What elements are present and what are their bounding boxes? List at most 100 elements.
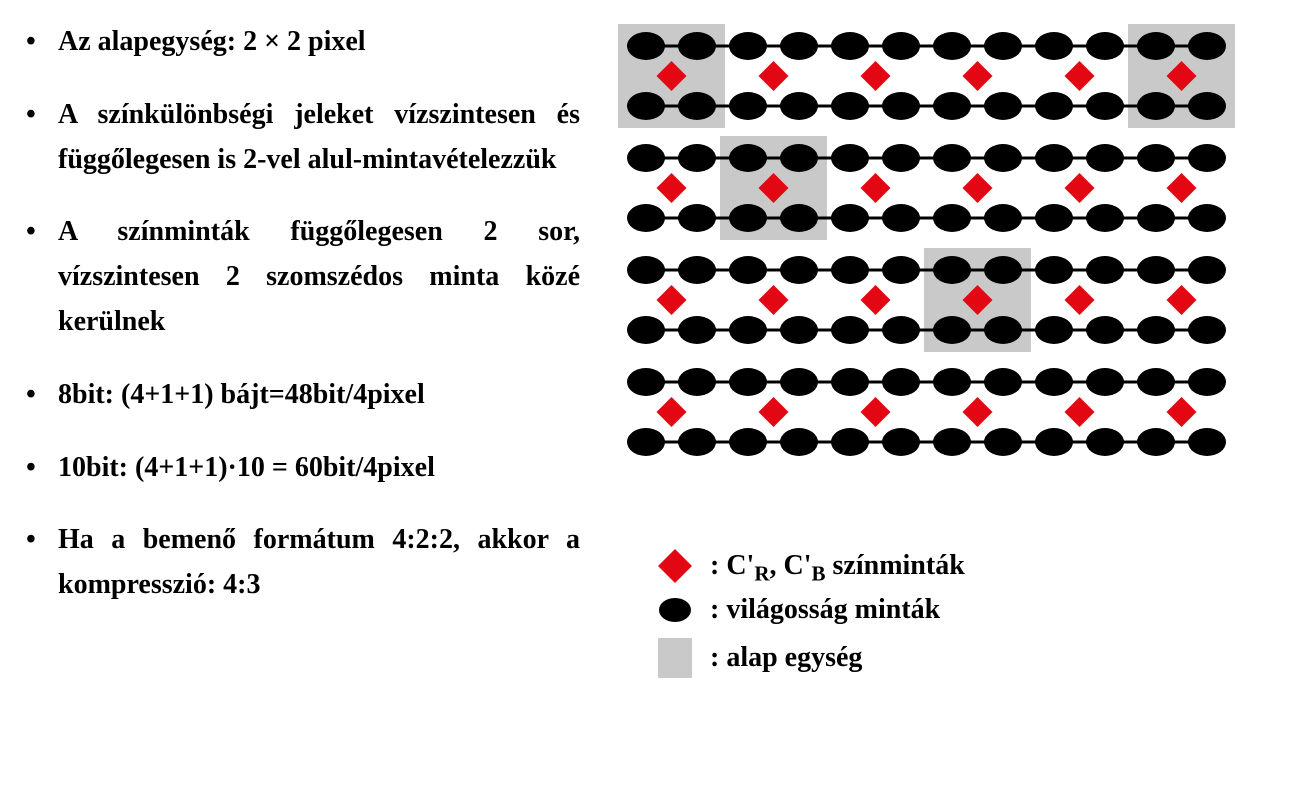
legend-unit: : alap egység xyxy=(650,638,1290,678)
luma-sample xyxy=(627,368,665,396)
luma-sample xyxy=(1086,204,1124,232)
chroma-sample xyxy=(1167,285,1197,315)
ellipse-icon xyxy=(650,598,700,622)
luma-sample xyxy=(729,204,767,232)
luma-sample xyxy=(1137,144,1175,172)
chroma-sample xyxy=(657,173,687,203)
luma-sample xyxy=(933,92,971,120)
luma-sample xyxy=(780,256,818,284)
luma-sample xyxy=(780,316,818,344)
luma-sample xyxy=(1137,316,1175,344)
luma-sample xyxy=(984,256,1022,284)
luma-sample xyxy=(1188,32,1226,60)
luma-sample xyxy=(831,204,869,232)
luma-sample xyxy=(831,32,869,60)
chroma-sample xyxy=(1167,397,1197,427)
luma-sample xyxy=(933,316,971,344)
luma-sample xyxy=(780,204,818,232)
luma-sample xyxy=(1086,92,1124,120)
chroma-sample xyxy=(861,285,891,315)
luma-sample xyxy=(882,32,920,60)
luma-sample xyxy=(984,32,1022,60)
luma-sample xyxy=(984,204,1022,232)
chroma-sample xyxy=(963,397,993,427)
bullet-item: 8bit: (4+1+1) bájt=48bit/4pixel xyxy=(20,373,580,418)
luma-sample xyxy=(729,368,767,396)
luma-sample xyxy=(882,256,920,284)
luma-sample xyxy=(627,32,665,60)
luma-sample xyxy=(627,144,665,172)
luma-sample xyxy=(984,144,1022,172)
luma-sample xyxy=(933,256,971,284)
luma-sample xyxy=(1188,144,1226,172)
luma-sample xyxy=(1035,32,1073,60)
luma-sample xyxy=(1086,144,1124,172)
chroma-sample xyxy=(861,397,891,427)
luma-sample xyxy=(882,92,920,120)
bullet-item: Az alapegység: 2 × 2 pixel xyxy=(20,20,580,65)
luma-sample xyxy=(1086,316,1124,344)
chroma-sample xyxy=(861,173,891,203)
luma-sample xyxy=(729,92,767,120)
legend-chroma: : C'R, C'B színminták xyxy=(650,550,1290,582)
luma-sample xyxy=(1137,204,1175,232)
luma-sample xyxy=(1086,32,1124,60)
luma-sample xyxy=(1188,316,1226,344)
luma-sample xyxy=(882,144,920,172)
unit-rects xyxy=(618,24,1235,352)
chroma-sample xyxy=(963,173,993,203)
luma-sample xyxy=(729,428,767,456)
chroma-sample xyxy=(759,61,789,91)
luma-sample xyxy=(1035,256,1073,284)
luma-sample xyxy=(1188,428,1226,456)
bullet-item: A színminták függőlegesen 2 sor, vízszin… xyxy=(20,210,580,344)
luma-sample xyxy=(933,428,971,456)
chroma-sample xyxy=(1065,397,1095,427)
luma-sample xyxy=(678,316,716,344)
luma-sample xyxy=(1137,256,1175,284)
luma-sample xyxy=(1086,368,1124,396)
legend-chroma-label: : C'R, C'B színminták xyxy=(710,550,965,582)
luma-sample xyxy=(729,32,767,60)
luma-sample xyxy=(729,144,767,172)
chroma-sample xyxy=(963,61,993,91)
bullet-list: Az alapegység: 2 × 2 pixel A színkülönbs… xyxy=(20,20,580,608)
diamond-icon xyxy=(650,554,700,578)
chroma-sample xyxy=(861,61,891,91)
luma-sample xyxy=(627,92,665,120)
luma-sample xyxy=(678,144,716,172)
luma-sample xyxy=(1137,368,1175,396)
luma-sample xyxy=(1188,204,1226,232)
luma-sample xyxy=(933,32,971,60)
luma-sample xyxy=(678,256,716,284)
luma-sample xyxy=(882,316,920,344)
luma-sample xyxy=(882,204,920,232)
luma-sample xyxy=(627,316,665,344)
luma-sample xyxy=(678,428,716,456)
luma-sample xyxy=(831,144,869,172)
luma-sample xyxy=(678,32,716,60)
chroma-sample xyxy=(1065,173,1095,203)
luma-sample xyxy=(882,368,920,396)
luma-sample xyxy=(1035,92,1073,120)
legend-luma-label: : világosság minták xyxy=(710,594,940,626)
slide-content: Az alapegység: 2 × 2 pixel A színkülönbs… xyxy=(0,0,1301,801)
text-column: Az alapegység: 2 × 2 pixel A színkülönbs… xyxy=(20,20,590,781)
luma-sample xyxy=(933,144,971,172)
luma-sample xyxy=(627,256,665,284)
luma-sample xyxy=(1035,204,1073,232)
chroma-sample xyxy=(759,397,789,427)
luma-sample xyxy=(831,428,869,456)
bullet-item: Ha a bemenő formátum 4:2:2, akkor a komp… xyxy=(20,518,580,608)
luma-sample xyxy=(882,428,920,456)
chroma-sample xyxy=(1167,173,1197,203)
luma-sample xyxy=(678,92,716,120)
bullet-item: A színkülönbségi jeleket vízszintesen és… xyxy=(20,93,580,183)
luma-sample xyxy=(984,368,1022,396)
luma-sample xyxy=(780,428,818,456)
luma-sample xyxy=(1188,368,1226,396)
luma-sample xyxy=(780,144,818,172)
luma-sample xyxy=(933,204,971,232)
luma-sample xyxy=(729,256,767,284)
legend: : C'R, C'B színminták : világosság mintá… xyxy=(650,550,1290,678)
